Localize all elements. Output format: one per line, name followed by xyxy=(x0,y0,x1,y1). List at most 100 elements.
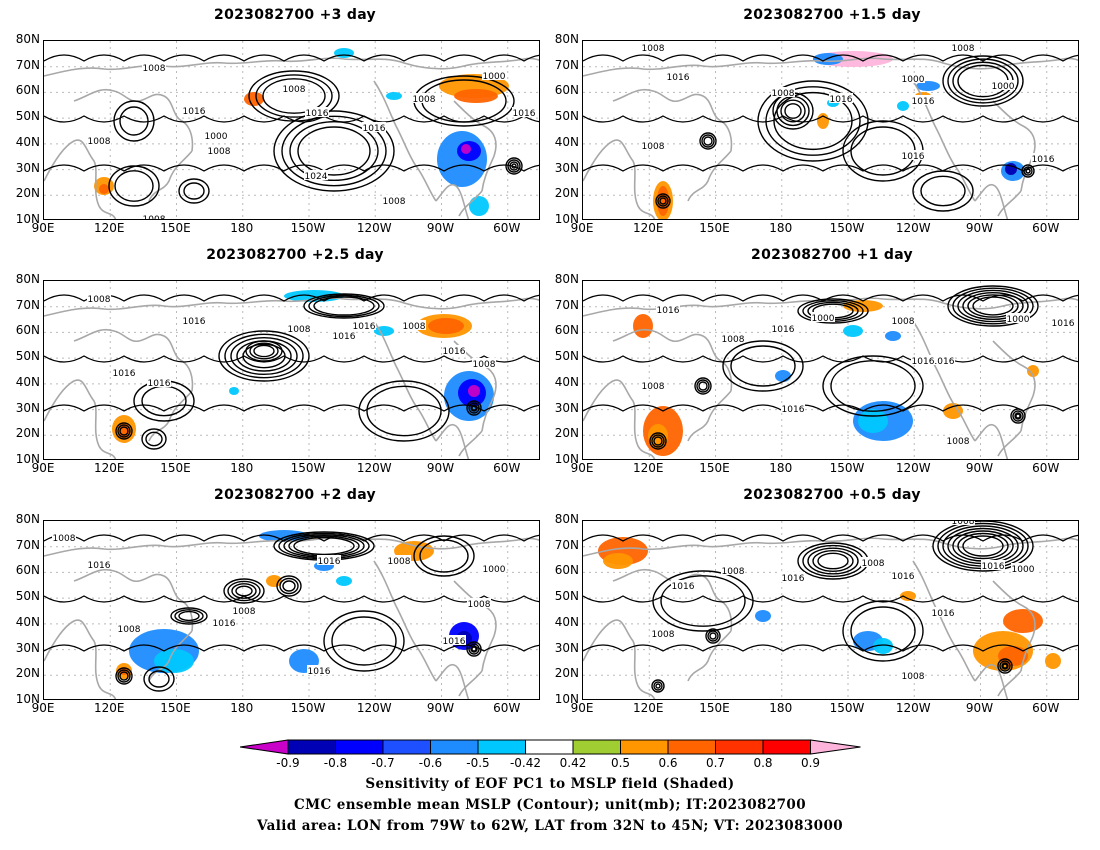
colorbar-label: -0.9 xyxy=(276,756,300,770)
sensitivity-shade xyxy=(266,575,282,587)
contour-label-bg xyxy=(182,315,206,325)
coastline xyxy=(992,340,1036,432)
x-tick-label: 90E xyxy=(570,701,594,715)
x-tick-label: 90W xyxy=(965,701,994,715)
colorbar-label: -0.5 xyxy=(466,756,490,770)
contour-label: 1000 xyxy=(992,82,1015,92)
contour-label: 1016 xyxy=(363,124,386,134)
contour-label: 1016 xyxy=(657,306,680,316)
contour-label: 1008 xyxy=(642,44,665,54)
mslp-contour xyxy=(842,600,924,662)
colorbar-segment xyxy=(240,739,289,755)
mslp-contour xyxy=(694,377,712,395)
contour-label-bg xyxy=(771,323,795,333)
colorbar-segment xyxy=(525,739,574,755)
y-tick-label: 40N xyxy=(554,374,579,389)
mslp-contour xyxy=(696,379,710,393)
mslp-contour xyxy=(1015,413,1021,419)
mslp-contour xyxy=(227,580,261,602)
sensitivity-shade xyxy=(428,318,464,334)
contour-label: 1000 xyxy=(1007,315,1030,325)
map-svg-p6: 1008 1008 1016 1016 1008 1016 1008 1000 1008 1016… xyxy=(583,521,1078,699)
sensitivity-shade xyxy=(386,92,402,100)
mslp-contour xyxy=(119,106,149,136)
colorbar-segment xyxy=(477,739,526,755)
coastline xyxy=(458,430,483,457)
y-tick-label: 50N xyxy=(554,349,579,364)
y-tick-label: 30N xyxy=(15,400,40,415)
contour-label: 1008 xyxy=(952,521,975,527)
contour-label: 1016 xyxy=(318,557,341,567)
sensitivity-shade xyxy=(461,144,471,154)
y-tick-label: 70N xyxy=(554,537,579,552)
contour-label-bg xyxy=(87,293,111,303)
y-tick-label: 60N xyxy=(15,83,40,98)
mslp-contour xyxy=(817,552,849,570)
x-tick-label: 60W xyxy=(493,221,521,235)
y-tick-label: 50N xyxy=(15,349,40,364)
mslp-contour xyxy=(1012,410,1024,422)
sensitivity-shade xyxy=(943,403,963,419)
y-tick-label: 20N xyxy=(15,426,40,441)
x-tick-label: 120W xyxy=(356,701,392,715)
sensitivity-shade xyxy=(873,638,893,654)
sensitivity-shade xyxy=(775,370,791,382)
colorbar-label: -0.6 xyxy=(418,756,443,770)
y-tick-label: 60N xyxy=(554,323,579,338)
contour-label: 1016 xyxy=(830,95,853,105)
y-tick-label: 10N xyxy=(15,452,40,466)
contour-label-bg xyxy=(512,107,536,117)
sensitivity-shade xyxy=(1045,653,1061,669)
coastline xyxy=(912,320,976,442)
contour-label-bg xyxy=(671,580,695,590)
caption-line-1: Sensitivity of EOF PC1 to MSLP field (Sh… xyxy=(365,776,735,792)
sensitivity-shade xyxy=(916,81,940,91)
y-tick-label: 40N xyxy=(15,374,40,389)
contour-label-bg xyxy=(402,320,426,330)
contour-label-bg xyxy=(771,87,795,97)
contour-label-bg xyxy=(901,150,925,160)
x-tick-label: 150W xyxy=(290,221,326,235)
contour-label-bg xyxy=(387,555,411,565)
mslp-contour xyxy=(313,296,375,316)
y-tick-label: 80N xyxy=(15,512,40,526)
x-tick-label: 150E xyxy=(699,701,730,715)
x-tick-label: 180 xyxy=(230,701,254,715)
contour-label-bg xyxy=(352,320,376,330)
y-tick-label: 80N xyxy=(554,32,579,46)
contour-label: 1016 xyxy=(912,357,935,367)
coastline xyxy=(912,560,976,682)
y-tick-label: 20N xyxy=(15,186,40,201)
contour-label: 1016 xyxy=(932,357,955,367)
mslp-contour xyxy=(245,340,283,362)
coastline xyxy=(44,297,345,317)
y-tick-label: 70N xyxy=(554,297,579,312)
y-tick-label: 30N xyxy=(554,400,579,415)
contour-label: 1016 xyxy=(183,107,206,117)
colorbar-segment xyxy=(620,739,669,755)
mslp-contour xyxy=(115,667,133,685)
mslp-contour xyxy=(952,287,1034,325)
sensitivity-shade xyxy=(118,423,130,439)
coastline xyxy=(997,190,1022,217)
contour-label: 1016 xyxy=(1032,155,1055,165)
coastline xyxy=(44,139,117,219)
mslp-contour xyxy=(999,660,1011,672)
contour-label-bg xyxy=(282,83,306,93)
x-tick-label: 120W xyxy=(356,461,392,475)
x-tick-label: 90E xyxy=(31,221,55,235)
coastline xyxy=(373,320,437,442)
contour-label-bg xyxy=(651,628,675,638)
colorbar-segment xyxy=(715,739,764,755)
contour-label: 1016 xyxy=(513,109,536,119)
mslp-contour xyxy=(703,136,713,146)
contour-label: 1008 xyxy=(283,85,306,95)
sensitivity-shade xyxy=(374,326,394,336)
contour-label: 1016 xyxy=(782,405,805,415)
contour-label-bg xyxy=(117,623,141,633)
x-tick-label: 120E xyxy=(633,461,664,475)
contour-label-bg xyxy=(87,559,111,569)
coastline xyxy=(583,139,656,219)
y-tick-label: 50N xyxy=(15,589,40,604)
mslp-contour xyxy=(765,86,861,156)
